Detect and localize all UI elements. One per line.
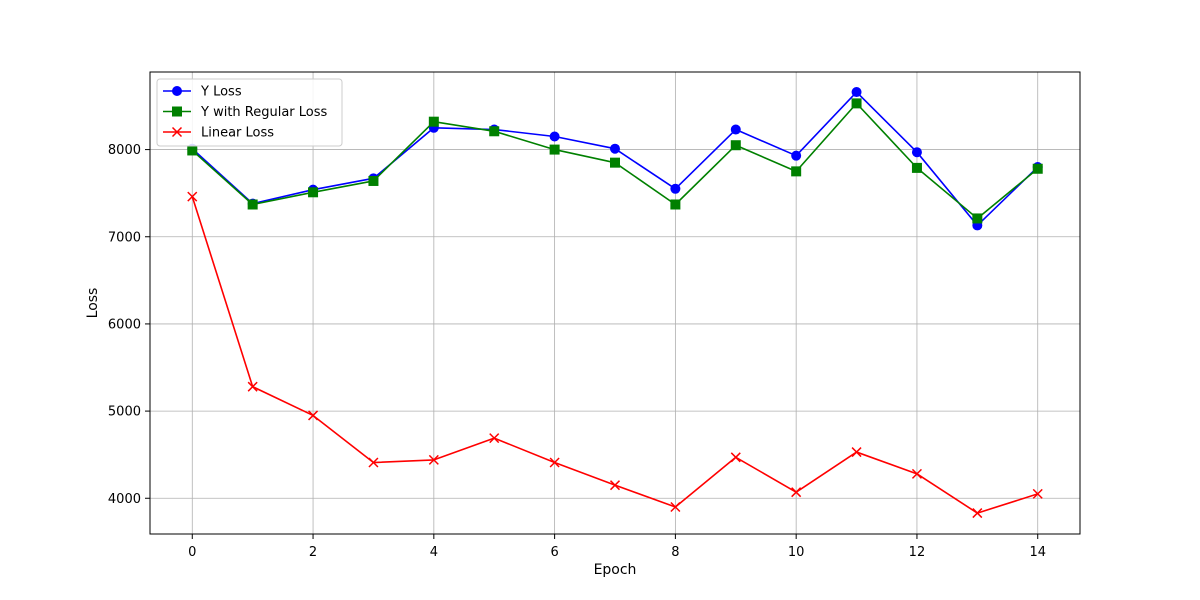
data-point [972, 508, 983, 519]
data-point [187, 191, 198, 202]
data-point [670, 183, 681, 194]
data-point [730, 452, 741, 463]
legend-label: Linear Loss [201, 126, 274, 141]
y-tick-label: 8000 [108, 143, 141, 158]
data-point [791, 487, 802, 498]
data-point [791, 150, 802, 161]
x-tick-label: 8 [671, 545, 679, 560]
plot-series [187, 87, 1043, 519]
series-y-with-regular-loss [187, 98, 1043, 224]
data-point [489, 126, 500, 137]
legend-box [156, 78, 343, 147]
data-point [610, 143, 620, 154]
data-point [610, 157, 620, 168]
data-point [670, 199, 681, 210]
legend-marker [172, 86, 182, 96]
data-point [308, 410, 319, 421]
x-tick-label: 10 [788, 545, 805, 560]
data-point [609, 480, 621, 491]
legend-label: Y with Regular Loss [200, 105, 328, 120]
data-point [851, 447, 862, 458]
data-point [1032, 488, 1043, 499]
data-point [972, 213, 983, 224]
data-point [428, 116, 439, 127]
data-point [549, 457, 560, 468]
legend-marker [171, 126, 183, 138]
legend-marker [172, 106, 182, 117]
data-point [489, 433, 500, 444]
legend: Y Loss Y with Regular Loss Linear Loss [156, 78, 343, 147]
data-point [549, 131, 560, 142]
data-point [730, 140, 741, 151]
data-point [730, 124, 741, 135]
series-line [191, 196, 1038, 514]
y-axis-label: Loss [85, 288, 101, 319]
data-point [670, 501, 681, 513]
data-point [911, 162, 922, 173]
data-point [549, 144, 560, 155]
data-point [247, 381, 258, 392]
data-point [247, 199, 258, 210]
data-point [791, 166, 802, 177]
data-point [187, 145, 198, 156]
y-tick-label: 7000 [108, 230, 141, 245]
data-point [308, 187, 319, 198]
series-linear-loss [187, 191, 1043, 519]
y-tick-label: 6000 [108, 317, 141, 332]
y-tick-label: 5000 [108, 405, 141, 420]
x-tick-label: 0 [188, 545, 196, 560]
x-tick-label: 6 [550, 545, 558, 560]
data-point [851, 98, 862, 109]
plot-area-frame [149, 71, 1081, 535]
data-point [368, 457, 379, 468]
legend-entry: Linear Loss [163, 126, 274, 141]
legend-label: Y Loss [200, 85, 242, 100]
data-point [911, 147, 922, 158]
legend-entry: Y with Regular Loss [163, 105, 328, 120]
data-point [368, 175, 379, 186]
data-point [911, 468, 922, 479]
data-point [851, 87, 862, 98]
x-tick-label: 2 [309, 545, 317, 560]
x-axis-label: Epoch [594, 562, 637, 578]
axis-ticks: 0 2 4 6 8 10 12 14 4000 5000 6000 7000 8000 [108, 143, 1046, 560]
legend-entry: Y Loss [163, 85, 242, 100]
x-tick-label: 14 [1029, 545, 1046, 560]
x-tick-label: 12 [909, 545, 926, 560]
y-tick-label: 4000 [108, 492, 141, 507]
data-point [428, 454, 439, 465]
data-point [1032, 163, 1043, 174]
x-tick-label: 4 [430, 545, 438, 560]
